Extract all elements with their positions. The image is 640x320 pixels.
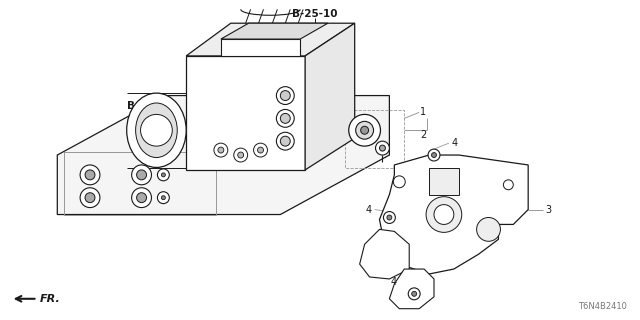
Circle shape [161, 196, 165, 200]
Circle shape [349, 114, 380, 146]
Circle shape [80, 165, 100, 185]
Circle shape [376, 141, 389, 155]
Circle shape [387, 215, 392, 220]
Circle shape [428, 149, 440, 161]
Text: 3: 3 [545, 204, 551, 215]
Circle shape [380, 145, 385, 151]
Text: 4: 4 [390, 277, 396, 287]
Circle shape [383, 212, 396, 223]
Circle shape [276, 109, 294, 127]
Circle shape [85, 170, 95, 180]
Circle shape [257, 147, 264, 153]
Polygon shape [380, 155, 528, 274]
Polygon shape [58, 96, 389, 214]
Text: B-25-10: B-25-10 [127, 100, 172, 110]
Polygon shape [360, 229, 409, 279]
Ellipse shape [136, 103, 177, 157]
Text: 1: 1 [420, 108, 426, 117]
Polygon shape [305, 23, 355, 170]
Circle shape [280, 91, 291, 100]
Bar [64, 152, 216, 214]
Circle shape [412, 291, 417, 296]
Circle shape [280, 136, 291, 146]
Circle shape [136, 170, 147, 180]
Text: 2: 2 [420, 130, 426, 140]
Circle shape [141, 114, 172, 146]
Circle shape [477, 218, 500, 241]
Ellipse shape [127, 93, 186, 167]
Circle shape [434, 204, 454, 224]
Circle shape [253, 143, 268, 157]
Text: B-25-10: B-25-10 [292, 9, 338, 19]
Bar [345, 110, 404, 168]
Circle shape [280, 113, 291, 123]
Circle shape [504, 180, 513, 190]
Circle shape [136, 193, 147, 203]
Circle shape [157, 192, 170, 204]
Text: FR.: FR. [40, 294, 60, 304]
Circle shape [237, 152, 244, 158]
Text: 4: 4 [365, 204, 372, 215]
Polygon shape [186, 56, 305, 170]
Circle shape [234, 148, 248, 162]
Circle shape [214, 143, 228, 157]
Circle shape [80, 188, 100, 208]
Text: T6N4B2410: T6N4B2410 [579, 302, 627, 311]
Circle shape [132, 188, 152, 208]
Text: 4: 4 [452, 138, 458, 148]
Circle shape [161, 173, 165, 177]
Circle shape [85, 193, 95, 203]
Polygon shape [221, 39, 300, 56]
Circle shape [157, 169, 170, 181]
Polygon shape [221, 23, 328, 39]
Circle shape [431, 153, 436, 157]
Circle shape [426, 197, 461, 232]
Circle shape [276, 87, 294, 105]
Circle shape [361, 126, 369, 134]
Polygon shape [186, 23, 355, 56]
Circle shape [218, 147, 224, 153]
Circle shape [408, 288, 420, 300]
Circle shape [394, 176, 405, 188]
Circle shape [356, 121, 374, 139]
Circle shape [132, 165, 152, 185]
Polygon shape [389, 269, 434, 309]
Polygon shape [429, 168, 459, 195]
Circle shape [276, 132, 294, 150]
